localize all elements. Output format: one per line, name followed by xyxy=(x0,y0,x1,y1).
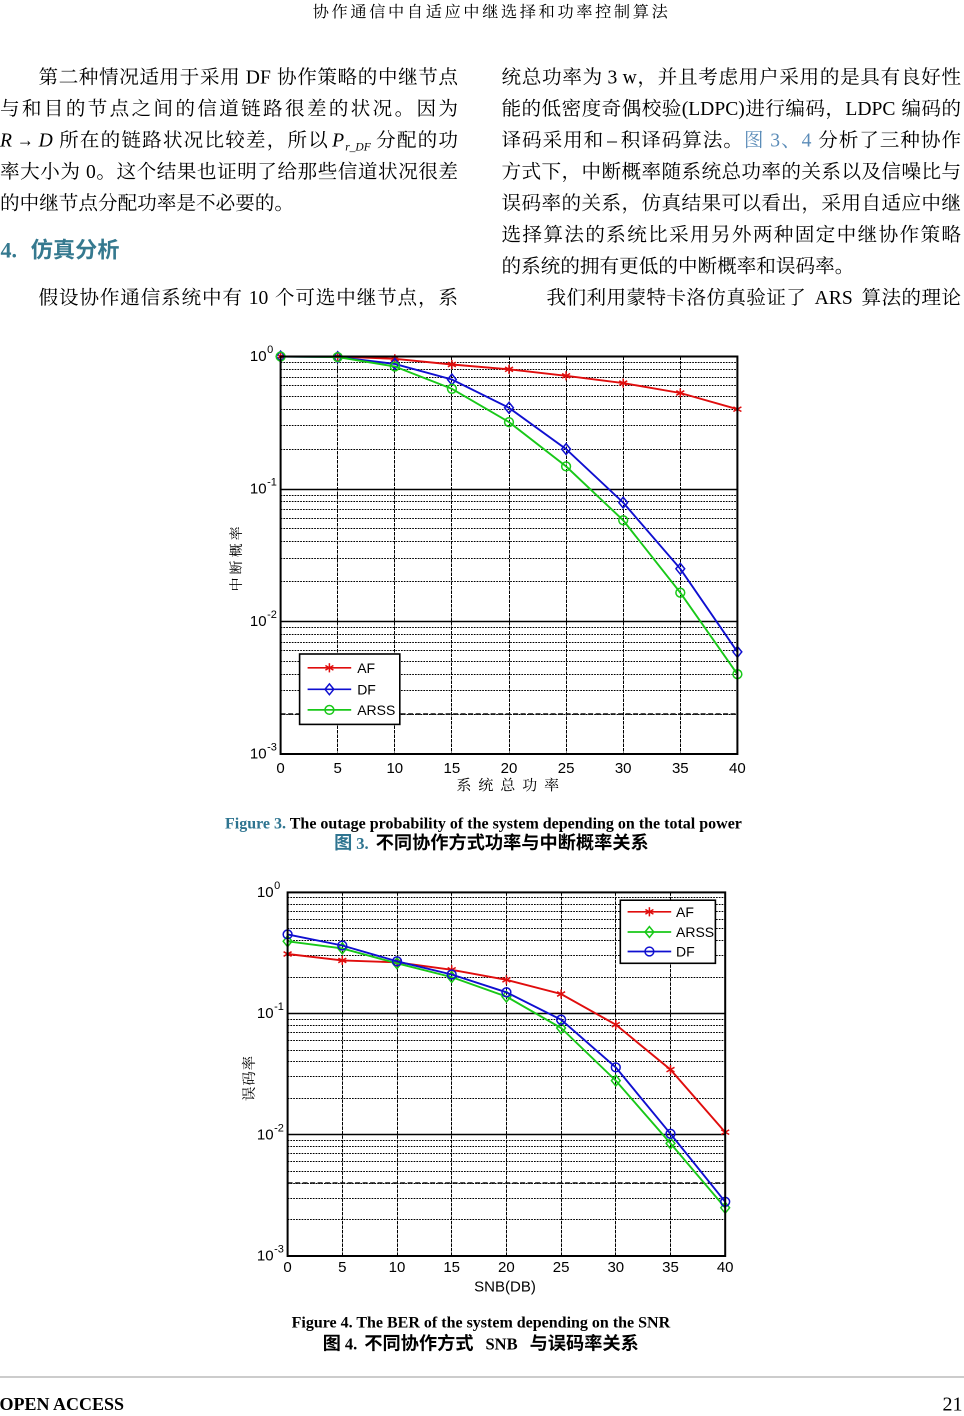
svg-text:-2: -2 xyxy=(274,1122,284,1134)
svg-text:20: 20 xyxy=(498,1259,515,1276)
svg-text:20: 20 xyxy=(501,760,518,777)
svg-text:SNB: SNB xyxy=(486,1335,518,1354)
svg-text:0: 0 xyxy=(274,880,280,892)
svg-text:3: 3 xyxy=(770,131,780,152)
svg-text:ARSS: ARSS xyxy=(357,702,395,718)
svg-text:→: → xyxy=(17,131,34,152)
svg-text:AF: AF xyxy=(357,660,375,676)
svg-text:10: 10 xyxy=(257,1248,274,1265)
svg-text:Figure 3. The outage probabili: Figure 3. The outage probability of the … xyxy=(225,815,742,832)
svg-text:Figure 4. The BER of the syste: Figure 4. The BER of the system dependin… xyxy=(292,1314,671,1331)
svg-text:0: 0 xyxy=(283,1259,291,1276)
svg-text:10: 10 xyxy=(257,1126,274,1143)
svg-text:r_DF: r_DF xyxy=(345,142,372,154)
svg-text:10: 10 xyxy=(386,760,403,777)
svg-text:P: P xyxy=(331,131,344,152)
svg-text:25: 25 xyxy=(553,1259,570,1276)
svg-text:-1: -1 xyxy=(274,1001,284,1013)
svg-text:15: 15 xyxy=(443,1259,460,1276)
svg-text:OPEN ACCESS: OPEN ACCESS xyxy=(0,1394,124,1411)
svg-text:0: 0 xyxy=(267,344,273,356)
svg-text:4.: 4. xyxy=(345,1335,357,1354)
svg-text:AF: AF xyxy=(676,904,694,920)
svg-text:–: – xyxy=(606,131,617,152)
svg-text:3: 3 xyxy=(608,68,618,89)
svg-text:D: D xyxy=(38,131,53,152)
svg-text:w: w xyxy=(623,68,638,89)
svg-text:R: R xyxy=(0,131,12,152)
svg-text:10: 10 xyxy=(249,288,269,309)
svg-text:25: 25 xyxy=(558,760,575,777)
svg-text:30: 30 xyxy=(615,760,632,777)
svg-text:4.: 4. xyxy=(1,238,18,263)
svg-text:-2: -2 xyxy=(267,609,277,621)
svg-text:DF: DF xyxy=(246,68,271,89)
svg-text:3.: 3. xyxy=(356,834,368,853)
svg-text:10: 10 xyxy=(250,613,267,630)
svg-text:DF: DF xyxy=(357,681,376,697)
svg-text:10: 10 xyxy=(250,746,267,763)
svg-text:15: 15 xyxy=(444,760,461,777)
svg-text:35: 35 xyxy=(672,760,689,777)
svg-text:-1: -1 xyxy=(267,477,277,489)
svg-text:(LDPC): (LDPC) xyxy=(682,99,745,120)
svg-text:30: 30 xyxy=(607,1259,624,1276)
svg-text:10: 10 xyxy=(389,1259,406,1276)
svg-text:SNB(DB): SNB(DB) xyxy=(474,1279,536,1296)
svg-text:21: 21 xyxy=(943,1394,963,1412)
svg-text:DF: DF xyxy=(676,944,695,960)
svg-text:0: 0 xyxy=(86,162,96,183)
svg-text:10: 10 xyxy=(250,348,267,365)
svg-text:LDPC: LDPC xyxy=(845,99,895,120)
svg-text:0: 0 xyxy=(276,760,284,777)
svg-text:5: 5 xyxy=(338,1259,346,1276)
svg-text:4: 4 xyxy=(802,131,812,152)
svg-text:35: 35 xyxy=(662,1259,679,1276)
svg-text:10: 10 xyxy=(257,1005,274,1022)
svg-text:5: 5 xyxy=(334,760,342,777)
svg-text:10: 10 xyxy=(250,481,267,498)
svg-text:40: 40 xyxy=(717,1259,734,1276)
svg-text:ARS: ARS xyxy=(815,288,853,309)
svg-text:10: 10 xyxy=(257,884,274,901)
svg-text:ARSS: ARSS xyxy=(676,924,714,940)
svg-text:-3: -3 xyxy=(267,742,277,754)
svg-text:40: 40 xyxy=(729,760,746,777)
svg-text:-3: -3 xyxy=(274,1244,284,1256)
